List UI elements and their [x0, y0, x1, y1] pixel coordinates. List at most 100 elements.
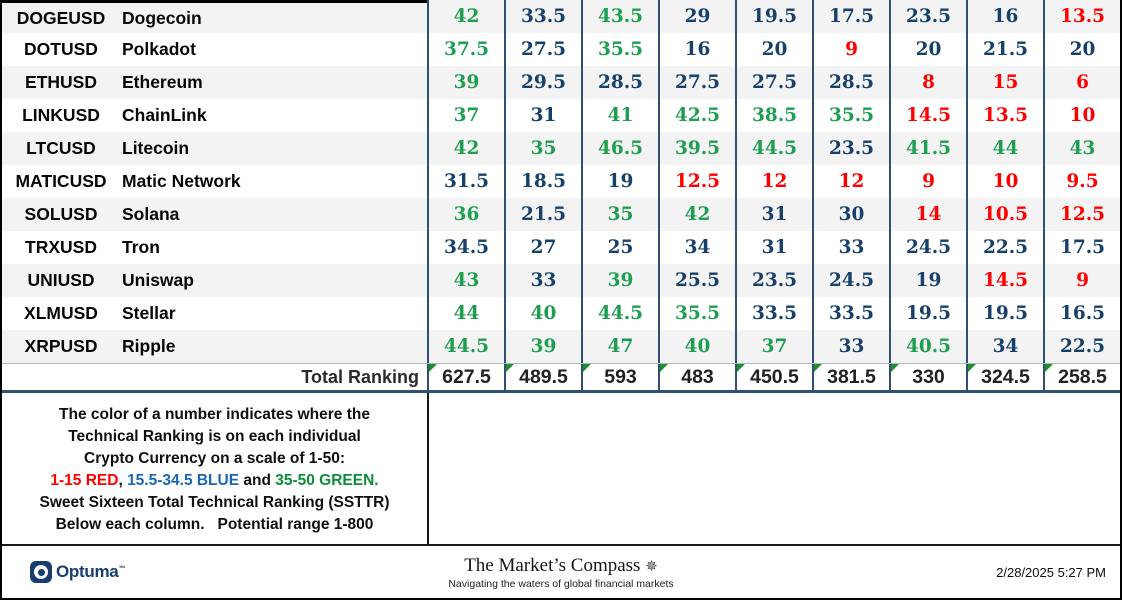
- ranking-value-cell: 40: [658, 330, 735, 363]
- table-row: UNIUSD Uniswap 43 33 39 25.5 23.5 24.5 19 14.5 9: [2, 264, 1120, 297]
- ranking-value-cell: 15: [966, 66, 1043, 99]
- ranking-value-cell: 17.5: [1043, 231, 1120, 264]
- coin-name-cell: Tron: [122, 237, 160, 257]
- ticker-cell: DOTUSD: [24, 39, 98, 59]
- legend-segment: ,: [118, 472, 128, 489]
- note-line: Below each column. Potential range 1-800: [55, 516, 374, 533]
- ranking-value-cell: 46.5: [581, 132, 658, 165]
- legend-segment: 1-15 RED: [50, 472, 119, 489]
- note-section: The color of a number indicates where th…: [2, 393, 1120, 546]
- table-row: XLMUSD Stellar 44 40 44.5 35.5 33.5 33.5 19.5 19.…: [2, 297, 1120, 330]
- note-line: Technical Ranking is on each individual: [68, 428, 361, 445]
- table-row: LINKUSD ChainLink 37 31 41 42.5 38.5 35.5 14.5 13…: [2, 99, 1120, 132]
- coin-name-cell: Litecoin: [122, 138, 190, 158]
- ticker-cell: UNIUSD: [27, 270, 95, 290]
- trademark-symbol: ™: [118, 565, 126, 573]
- ranking-value-cell: 13.5: [1043, 0, 1120, 33]
- ranking-value-cell: 25: [581, 231, 658, 264]
- ticker-cell: LINKUSD: [22, 105, 100, 125]
- ranking-value-cell: 30: [812, 198, 889, 231]
- coin-name-cell: Stellar: [122, 303, 176, 323]
- coin-name-cell: Dogecoin: [120, 0, 427, 33]
- ranking-value-cell: 19: [581, 165, 658, 198]
- ranking-value-cell: 13.5: [966, 99, 1043, 132]
- publication-tagline: Navigating the waters of global financia…: [448, 577, 674, 590]
- ranking-value-cell: 33.5: [504, 0, 581, 33]
- ranking-value-cell: 33: [504, 264, 581, 297]
- ranking-value-cell: 23.5: [889, 0, 966, 33]
- ranking-value-cell: 36: [427, 198, 504, 231]
- note-line: The color of a number indicates where th…: [59, 406, 370, 423]
- table-row: MATICUSD Matic Network 31.5 18.5 19 12.5 12 12 9…: [2, 165, 1120, 198]
- table-row: LTCUSD Litecoin 42 35 46.5 39.5 44.5 23.5 41.5 44…: [2, 132, 1120, 165]
- ticker-cell: DOGEUSD: [2, 0, 120, 33]
- compass-icon: ✵: [645, 558, 658, 575]
- ranking-value-cell: 42: [427, 132, 504, 165]
- empty-area: [429, 393, 1120, 544]
- ranking-value-cell: 47: [581, 330, 658, 363]
- total-ranking-cell: 483: [658, 364, 735, 390]
- ranking-value-cell: 40.5: [889, 330, 966, 363]
- ranking-value-cell: 19.5: [966, 297, 1043, 330]
- ranking-value-cell: 40: [504, 297, 581, 330]
- ranking-value-cell: 6: [1043, 66, 1120, 99]
- total-ranking-cell: 258.5: [1043, 364, 1120, 390]
- ranking-value-cell: 9.5: [1043, 165, 1120, 198]
- coin-name-cell: ChainLink: [122, 105, 207, 125]
- table-row: DOTUSD Polkadot 37.5 27.5 35.5 16 20 9 20 21.5 20: [2, 33, 1120, 66]
- ranking-value-cell: 20: [889, 33, 966, 66]
- coin-name-cell: Polkadot: [122, 39, 196, 59]
- ranking-value-cell: 27.5: [735, 66, 812, 99]
- footer: Optuma™ The Market’s Compass ✵ Navigatin…: [2, 546, 1120, 598]
- report-timestamp: 2/28/2025 5:27 PM: [996, 565, 1106, 580]
- ranking-value-cell: 8: [889, 66, 966, 99]
- optuma-logo-icon: [30, 561, 52, 583]
- ranking-value-cell: 34: [658, 231, 735, 264]
- ranking-value-cell: 16: [966, 0, 1043, 33]
- ranking-value-cell: 9: [1043, 264, 1120, 297]
- ranking-value-cell: 35.5: [581, 33, 658, 66]
- total-ranking-cell: 450.5: [735, 364, 812, 390]
- ranking-value-cell: 44.5: [427, 330, 504, 363]
- ranking-value-cell: 25.5: [658, 264, 735, 297]
- ranking-value-cell: 33: [812, 330, 889, 363]
- ranking-value-cell: 24.5: [812, 264, 889, 297]
- ranking-table-body: DOGEUSD Dogecoin 42 33.5 43.5 29 19.5 17.5 23.5 1…: [2, 0, 1120, 363]
- table-row: DOGEUSD Dogecoin 42 33.5 43.5 29 19.5 17.5 23.5 1…: [2, 0, 1120, 33]
- total-ranking-cell: 381.5: [812, 364, 889, 390]
- ranking-value-cell: 44.5: [581, 297, 658, 330]
- note-line: Crypto Currency on a scale of 1-50:: [84, 450, 345, 467]
- ranking-value-cell: 29: [658, 0, 735, 33]
- ranking-value-cell: 43.5: [581, 0, 658, 33]
- ranking-value-cell: 14.5: [889, 99, 966, 132]
- ticker-cell: SOLUSD: [24, 204, 98, 224]
- ranking-value-cell: 17.5: [812, 0, 889, 33]
- note-line: Sweet Sixteen Total Technical Ranking (S…: [39, 494, 390, 511]
- legend-segment: and: [239, 472, 276, 489]
- ranking-value-cell: 39.5: [658, 132, 735, 165]
- ranking-value-cell: 22.5: [1043, 330, 1120, 363]
- coin-name-cell: Uniswap: [122, 270, 194, 290]
- ranking-value-cell: 43: [1043, 132, 1120, 165]
- ranking-value-cell: 20: [735, 33, 812, 66]
- ranking-value-cell: 41.5: [889, 132, 966, 165]
- ranking-value-cell: 42.5: [658, 99, 735, 132]
- ticker-cell: MATICUSD: [15, 171, 107, 191]
- ranking-value-cell: 29.5: [504, 66, 581, 99]
- ranking-value-cell: 27.5: [504, 33, 581, 66]
- ticker-cell: XLMUSD: [24, 303, 98, 323]
- publication-block: The Market’s Compass ✵ Navigating the wa…: [448, 555, 673, 590]
- legend-note-box: The color of a number indicates where th…: [2, 393, 429, 544]
- ranking-value-cell: 42: [658, 198, 735, 231]
- total-ranking-cell: 324.5: [966, 364, 1043, 390]
- ranking-value-cell: 34: [966, 330, 1043, 363]
- ranking-value-cell: 10.5: [966, 198, 1043, 231]
- ranking-value-cell: 39: [427, 66, 504, 99]
- ranking-value-cell: 12.5: [1043, 198, 1120, 231]
- ranking-value-cell: 10: [966, 165, 1043, 198]
- optuma-logo: Optuma™: [30, 561, 125, 583]
- coin-name-cell: Ripple: [122, 336, 176, 356]
- ranking-value-cell: 33: [812, 231, 889, 264]
- legend-segment: 35-50 GREEN.: [275, 472, 379, 489]
